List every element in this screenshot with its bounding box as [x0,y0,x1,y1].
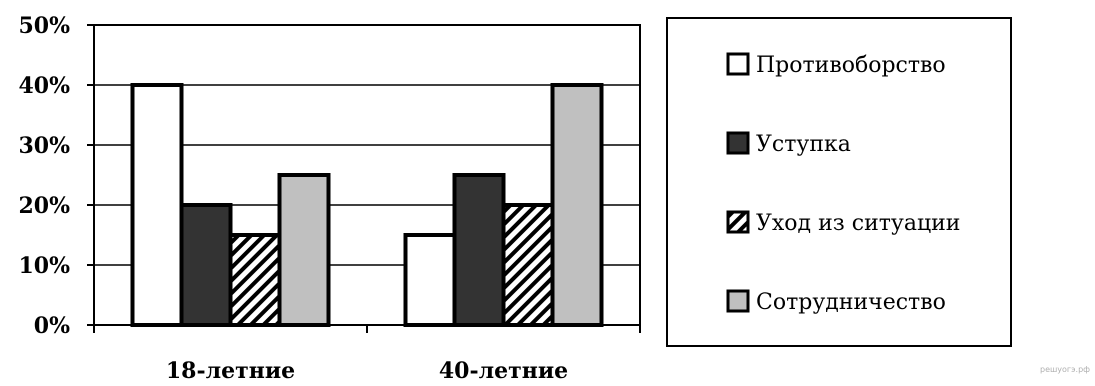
bar [179,203,233,327]
bar [277,173,331,327]
legend-box [666,17,1012,347]
y-tick-label: 0% [34,313,70,339]
bar [550,83,604,327]
legend-swatch [726,210,750,234]
watermark: решуогэ.рф [1040,365,1090,374]
legend-swatch [726,52,750,76]
bar [130,83,184,327]
y-tick-label: 50% [18,13,70,39]
bar [403,233,457,327]
bar [501,203,555,327]
legend-swatch [726,131,750,155]
y-tick-label: 20% [18,193,70,219]
y-tick-label: 30% [18,133,70,159]
y-tick-label: 10% [18,253,70,279]
y-tick-label: 40% [18,73,70,99]
legend-swatch [726,289,750,313]
legend-label: Уступка [756,132,851,157]
legend-label: Противоборство [756,53,946,78]
bar [228,233,282,327]
category-label: 18-летние [166,358,295,384]
legend-label: Сотрудничество [756,290,946,315]
legend-label: Уход из ситуации [756,211,960,236]
bar [452,173,506,327]
category-label: 40-летние [439,358,568,384]
